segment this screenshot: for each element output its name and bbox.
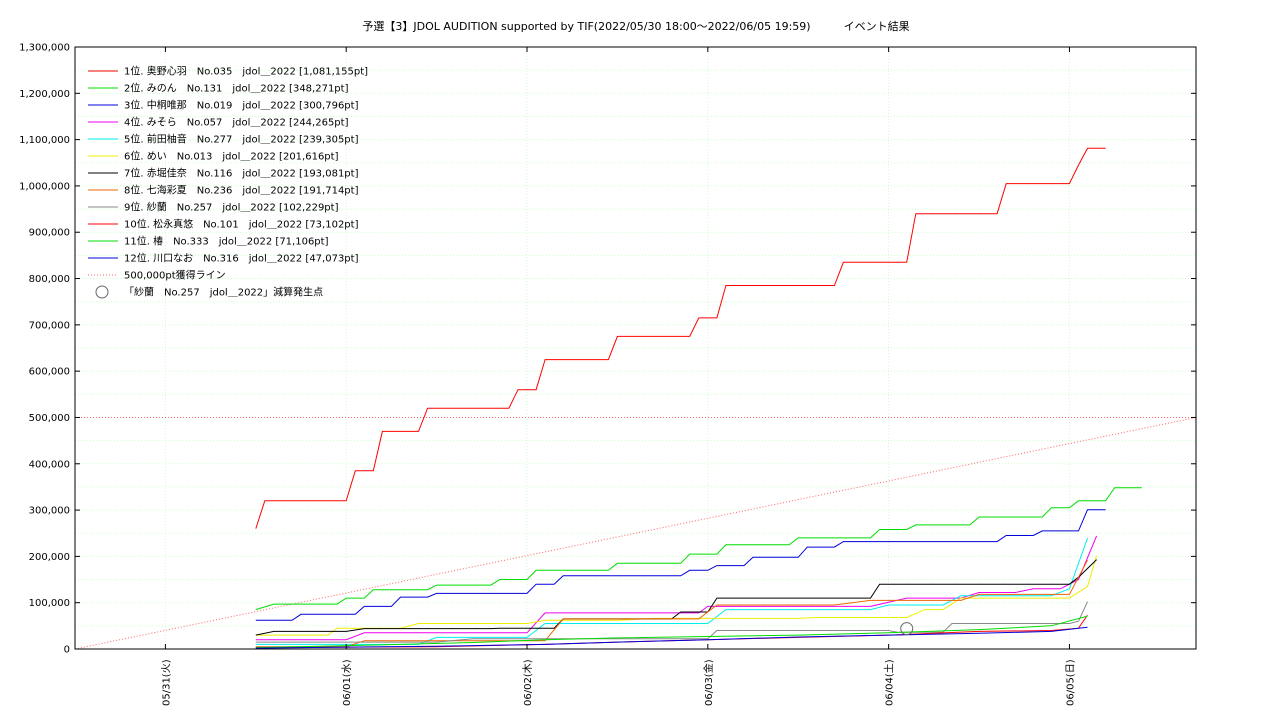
series-line-2 bbox=[255, 487, 1142, 611]
legend-label-6: 6位. めい No.013 jdol＿2022 [201,616pt] bbox=[124, 150, 339, 163]
y-tick-label: 0 bbox=[64, 645, 70, 656]
legend-label-7: 7位. 赤堀佳奈 No.116 jdol＿2022 [193,081pt] bbox=[124, 167, 359, 180]
series-line-12 bbox=[255, 626, 1088, 649]
series-group bbox=[255, 147, 1142, 649]
chart-title: 予選【3】JDOL AUDITION supported by TIF(2022… bbox=[362, 19, 909, 33]
y-tick-label: 1,100,000 bbox=[19, 135, 70, 146]
legend-label-5: 5位. 前田柚音 No.277 jdol＿2022 [239,305pt] bbox=[124, 133, 359, 146]
y-tick-label: 1,300,000 bbox=[19, 43, 70, 54]
legend-label-11: 11位. 椿 No.333 jdol＿2022 [71,106pt] bbox=[124, 235, 329, 248]
y-tick-label: 1,000,000 bbox=[19, 181, 70, 192]
legend-label-marker: 「紗蘭 No.257 jdol＿2022」減算発生点 bbox=[124, 286, 323, 299]
x-tick-label: 06/04(土) bbox=[883, 659, 896, 706]
series-line-11 bbox=[255, 615, 1088, 649]
series-line-5 bbox=[255, 538, 1088, 645]
legend: 1位. 奥野心羽 No.035 jdol＿2022 [1,081,155pt] 2… bbox=[88, 65, 368, 299]
legend-label-reference: 500,000pt獲得ライン bbox=[124, 269, 226, 282]
series-line-1 bbox=[255, 147, 1106, 529]
x-axis: 05/31(火) 06/01(水) 06/02(木) 06/03(金) 06/04(土)… bbox=[160, 47, 1076, 706]
reference-line bbox=[74, 416, 1197, 650]
legend-label-4: 4位. みそら No.057 jdol＿2022 [244,265pt] bbox=[124, 116, 349, 129]
legend-label-12: 12位. 川口なお No.316 jdol＿2022 [47,073pt] bbox=[124, 252, 359, 265]
y-tick-label: 100,000 bbox=[29, 598, 70, 609]
legend-label-2: 2位. みのん No.131 jdol＿2022 [348,271pt] bbox=[124, 82, 349, 95]
legend-label-1: 1位. 奥野心羽 No.035 jdol＿2022 [1,081,155pt] bbox=[124, 65, 368, 78]
series-line-8 bbox=[255, 559, 1088, 648]
legend-label-10: 10位. 松永真悠 No.101 jdol＿2022 [73,102pt] bbox=[124, 218, 359, 231]
y-tick-label: 300,000 bbox=[29, 506, 70, 517]
y-tick-label: 600,000 bbox=[29, 367, 70, 378]
y-tick-label: 700,000 bbox=[29, 320, 70, 331]
x-tick-label: 06/01(水) bbox=[341, 659, 353, 706]
x-tick-label: 06/03(金) bbox=[702, 659, 715, 706]
series-line-3 bbox=[255, 509, 1106, 621]
legend-swatch-marker bbox=[95, 285, 109, 299]
y-tick-label: 500,000 bbox=[29, 413, 70, 424]
plot-frame bbox=[74, 46, 1197, 650]
legend-label-8: 8位. 七海彩夏 No.236 jdol＿2022 [191,714pt] bbox=[124, 184, 359, 197]
y-tick-label: 1,200,000 bbox=[19, 89, 70, 100]
series-line-9 bbox=[255, 601, 1088, 643]
legend-label-3: 3位. 中桐唯那 No.019 jdol＿2022 [300,796pt] bbox=[124, 99, 359, 112]
series-line-10 bbox=[255, 614, 1088, 649]
decrease-marker bbox=[900, 622, 914, 636]
x-tick-label: 06/05(日) bbox=[1065, 659, 1076, 706]
y-tick-label: 200,000 bbox=[29, 552, 70, 563]
y-tick-label: 900,000 bbox=[29, 228, 70, 239]
series-line-4 bbox=[255, 535, 1098, 641]
x-tick-label: 06/02(木) bbox=[522, 659, 534, 706]
marker-circle bbox=[900, 622, 914, 636]
legend-label-9: 9位. 紗蘭 No.257 jdol＿2022 [102,229pt] bbox=[124, 201, 339, 214]
y-tick-label: 400,000 bbox=[29, 459, 70, 470]
x-tick-label: 05/31(火) bbox=[160, 659, 172, 706]
y-axis: 0 100,000 200,000 300,000 400,000 500,000 600,… bbox=[19, 43, 1196, 656]
y-tick-label: 800,000 bbox=[29, 274, 70, 285]
